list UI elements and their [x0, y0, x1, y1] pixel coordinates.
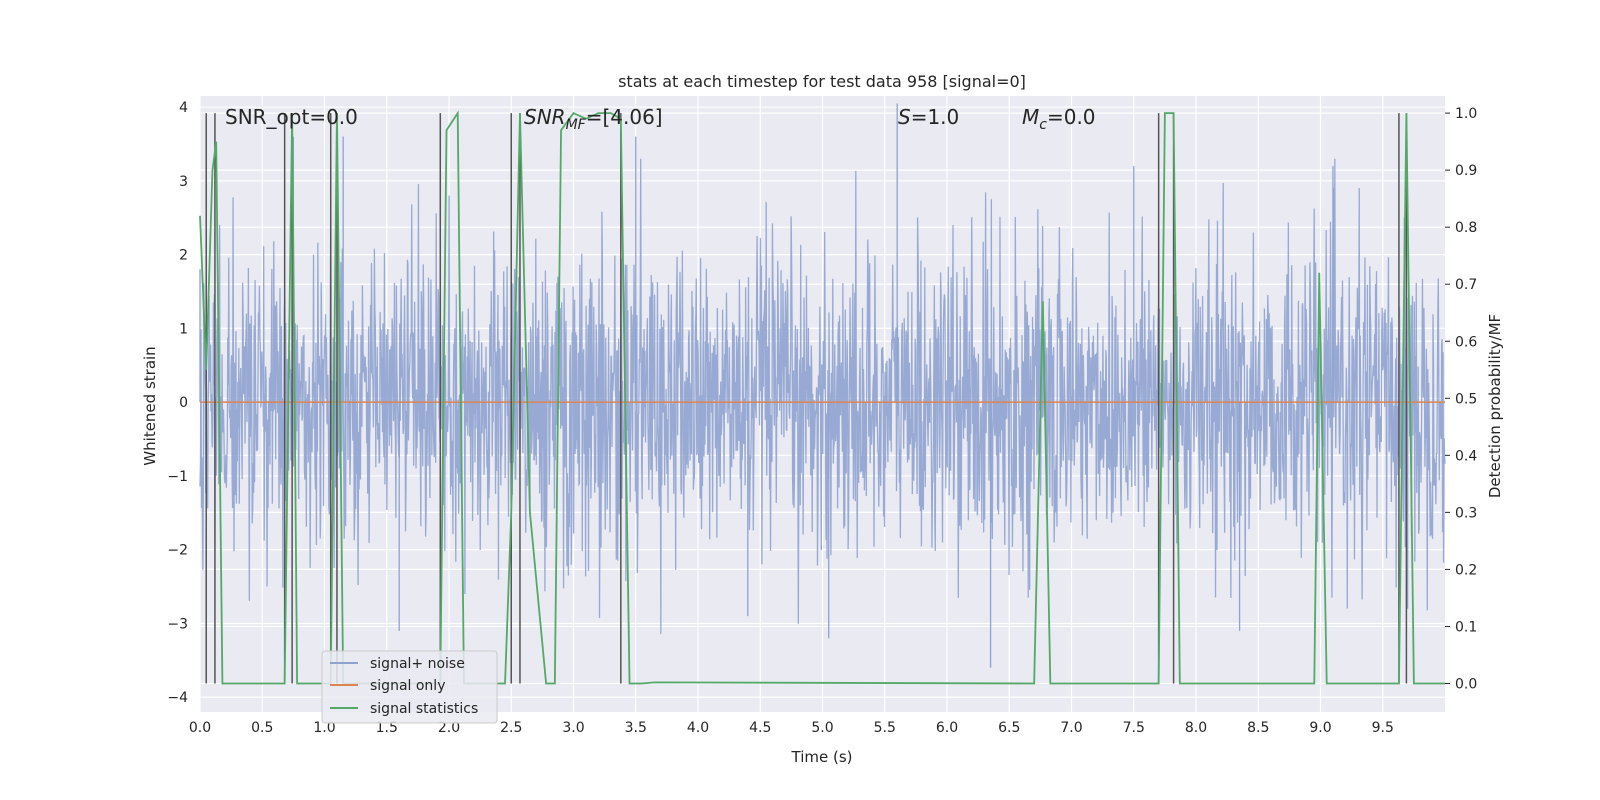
legend-box: [321, 650, 498, 724]
y-tick-label-7: −3: [167, 616, 188, 632]
y-right-tick-label-4: 0.6: [1455, 334, 1477, 350]
x-tick-label-6: 3.0: [562, 720, 584, 736]
s-symbol: S: [898, 105, 911, 129]
y-right-tick-label-2: 0.8: [1455, 220, 1477, 236]
y-tick-label-0: 4: [179, 100, 188, 116]
y-axis-label: Whitened strain: [141, 346, 159, 465]
y-axis-right-label: Detection probability/MF: [1486, 314, 1504, 498]
x-tick-label-14: 7.0: [1060, 720, 1082, 736]
mc-annotation: Mc=0.0: [1022, 105, 1096, 133]
x-tick-label-15: 7.5: [1123, 720, 1145, 736]
y-tick-label-2: 2: [179, 248, 188, 264]
y-right-tick-label-8: 0.2: [1455, 562, 1477, 578]
x-tick-label-1: 0.5: [251, 720, 273, 736]
x-tick-label-19: 9.5: [1372, 720, 1394, 736]
mc-symbol: M: [1022, 105, 1039, 129]
s-annotation: S=1.0: [898, 105, 959, 129]
legend-label-signal-only: signal only: [370, 678, 445, 694]
y-right-tick-label-7: 0.3: [1455, 505, 1477, 521]
x-tick-label-10: 5.0: [811, 720, 833, 736]
legend-label-signal-statistics: signal statistics: [370, 701, 478, 717]
s-value: =1.0: [911, 105, 960, 129]
y-tick-label-6: −2: [167, 543, 188, 559]
x-axis-ticks: 0.0 0.5 1.0 1.5 2.0 2.5 3.0 3.5 4.0 4.5 5.0 5.5 6.0 6…: [189, 720, 1394, 736]
left-axis-ticks: 4 3 2 1 0 −1 −2 −3 −4: [167, 100, 188, 706]
x-tick-label-5: 2.5: [500, 720, 522, 736]
x-tick-label-11: 5.5: [874, 720, 896, 736]
x-tick-label-13: 6.5: [998, 720, 1020, 736]
snr-mf-annotation: SNRMF=[4.06]: [524, 105, 663, 133]
y-tick-label-8: −4: [167, 690, 188, 706]
x-tick-label-17: 8.5: [1247, 720, 1269, 736]
y-tick-label-1: 3: [179, 174, 188, 190]
signal-statistics-line: [199, 110, 1445, 685]
signal-statistics-series: [199, 110, 1445, 685]
snr-mf-subscript: MF: [566, 117, 587, 133]
right-axis-ticks: 1.0 0.9 0.8 0.7 0.6 0.5 0.4 0.3 0.2 0.1 0.0: [1445, 106, 1477, 692]
snr-opt-annotation: SNR_opt=0.0: [225, 105, 358, 129]
x-tick-label-2: 1.0: [313, 720, 335, 736]
snr-mf-symbol: SNR: [524, 105, 566, 129]
y-right-tick-label-1: 0.9: [1455, 163, 1477, 179]
x-tick-label-0: 0.0: [189, 720, 211, 736]
y-right-tick-label-9: 0.1: [1455, 619, 1477, 635]
y-right-tick-label-5: 0.5: [1455, 391, 1477, 407]
y-tick-label-4: 0: [179, 395, 188, 411]
x-tick-label-3: 1.5: [376, 720, 398, 736]
x-axis-label: Time (s): [791, 748, 853, 766]
vertical-markers: [205, 113, 1408, 684]
legend-label-signal-noise: signal+ noise: [370, 656, 465, 672]
x-tick-label-7: 3.5: [625, 720, 647, 736]
y-right-tick-label-6: 0.4: [1455, 448, 1477, 464]
x-tick-label-18: 9.0: [1309, 720, 1331, 736]
y-tick-label-3: 1: [179, 321, 188, 337]
mc-value: =0.0: [1047, 105, 1096, 129]
x-tick-label-9: 4.5: [749, 720, 771, 736]
snr-mf-value: =[4.06]: [586, 105, 663, 129]
x-tick-label-12: 6.0: [936, 720, 958, 736]
chart-title: stats at each timestep for test data 958…: [618, 72, 1026, 91]
x-tick-label-16: 8.0: [1185, 720, 1207, 736]
y-right-tick-label-10: 0.0: [1455, 676, 1477, 692]
signal-noise-line: [199, 158, 1446, 634]
mc-subscript: c: [1039, 117, 1047, 133]
y-right-tick-label-3: 0.7: [1455, 277, 1477, 293]
y-right-tick-label-0: 1.0: [1455, 106, 1477, 122]
x-tick-label-8: 4.0: [687, 720, 709, 736]
legend: signal+ noise signal only signal statist…: [321, 650, 498, 724]
x-tick-label-4: 2.0: [438, 720, 460, 736]
y-tick-label-5: −1: [167, 469, 188, 485]
